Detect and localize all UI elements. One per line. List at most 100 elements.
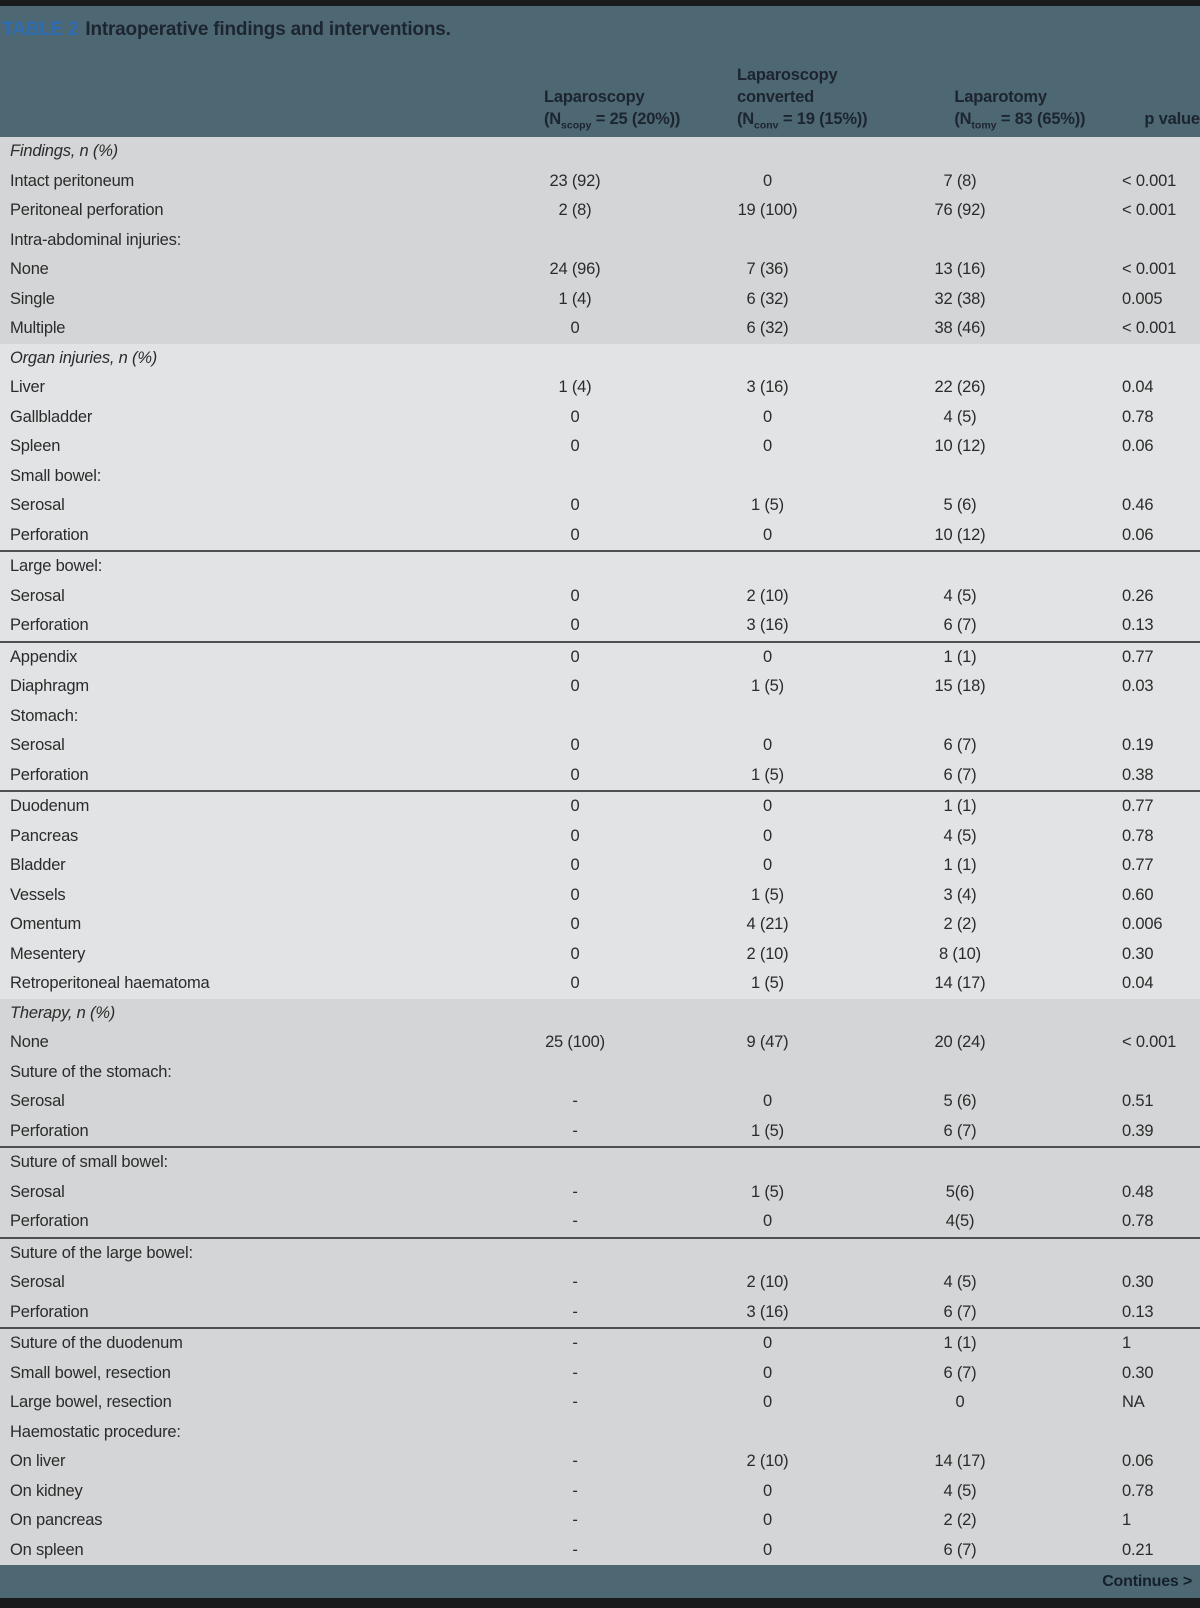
- cell-laparoscopy: 1 (4): [558, 378, 592, 397]
- row-label: Serosal: [10, 586, 65, 605]
- column-header-laparoscopy: Laparoscopy (Nscopy = 25 (20%)): [460, 86, 690, 131]
- cell-p-value: 0.03: [1122, 677, 1154, 696]
- cell-p-value: 0.26: [1122, 586, 1154, 605]
- cell-laparoscopy: -: [572, 1393, 578, 1412]
- cell-laparoscopy: 0: [570, 915, 580, 934]
- cell-laparoscopy: 0: [570, 797, 580, 816]
- table-row: Perforation - 1 (5) 6 (7) 0.39: [0, 1116, 1200, 1146]
- table-row: Single 1 (4) 6 (32) 32 (38) 0.005: [0, 284, 1200, 314]
- row-divider: [0, 1146, 1200, 1148]
- cell-laparoscopy-converted: 1 (5): [751, 677, 784, 696]
- row-label: None: [10, 260, 49, 279]
- cell-laparotomy: 4 (5): [943, 1481, 977, 1500]
- cell-p-value: 0.78: [1122, 1481, 1154, 1500]
- row-label: On pancreas: [10, 1511, 103, 1530]
- cell-p-value: 0.60: [1122, 885, 1154, 904]
- cell-laparotomy: 8 (10): [939, 944, 981, 963]
- row-label: Serosal: [10, 1182, 65, 1201]
- row-label: Spleen: [10, 437, 61, 456]
- cell-laparotomy: 5(6): [945, 1182, 975, 1201]
- table-row: None 25 (100) 9 (47) 20 (24) < 0.001: [0, 1028, 1200, 1058]
- row-label: Perforation: [10, 1121, 89, 1140]
- cell-p-value: 0.005: [1122, 289, 1163, 308]
- row-label: Intra-abdominal injuries:: [10, 230, 182, 249]
- row-label: On liver: [10, 1452, 66, 1471]
- cell-p-value: 0.38: [1122, 765, 1154, 784]
- cell-p-value: < 0.001: [1122, 201, 1177, 220]
- cell-laparoscopy: -: [572, 1334, 578, 1353]
- table-row: Duodenum 0 0 1 (1) 0.77: [0, 792, 1200, 822]
- cell-laparotomy: 22 (26): [934, 378, 986, 397]
- cell-laparoscopy-converted: 1 (5): [751, 496, 784, 515]
- row-label: Perforation: [10, 1212, 89, 1231]
- cell-laparoscopy: 0: [570, 974, 580, 993]
- row-label: Gallbladder: [10, 407, 93, 426]
- cell-p-value: NA: [1122, 1393, 1145, 1412]
- table-row: Perforation - 3 (16) 6 (7) 0.13: [0, 1297, 1200, 1327]
- row-label: On kidney: [10, 1481, 83, 1500]
- cell-laparoscopy: 0: [570, 856, 580, 875]
- row-label: Serosal: [10, 736, 65, 755]
- cell-p-value: 0.77: [1122, 797, 1154, 816]
- cell-laparotomy: 4(5): [945, 1212, 975, 1231]
- row-label: Intact peritoneum: [10, 171, 135, 190]
- cell-laparoscopy: -: [572, 1363, 578, 1382]
- cell-p-value: 0.77: [1122, 647, 1154, 666]
- cell-laparoscopy-converted: 9 (47): [746, 1033, 789, 1052]
- row-label: Bladder: [10, 856, 66, 875]
- column-header-line: p value: [1144, 110, 1200, 128]
- column-header-row: Laparoscopy (Nscopy = 25 (20%)) Laparosc…: [0, 64, 1200, 132]
- table-header-band: TABLE 2 Intraoperative findings and inter…: [0, 6, 1200, 137]
- table-row: Serosal - 2 (10) 4 (5) 0.30: [0, 1268, 1200, 1298]
- table-row: Small bowel, resection - 0 6 (7) 0.30: [0, 1358, 1200, 1388]
- cell-p-value: 0.51: [1122, 1092, 1154, 1111]
- column-header-n-line: (Ntomy = 83 (65%)): [954, 110, 1086, 132]
- column-header-laparotomy: Laparotomy (Ntomy = 83 (65%)): [867, 86, 1097, 132]
- cell-laparoscopy-converted: 1 (5): [751, 974, 784, 993]
- cell-laparotomy: 20 (24): [934, 1033, 986, 1052]
- cell-laparoscopy-converted: 1 (5): [751, 885, 784, 904]
- row-label: Serosal: [10, 496, 65, 515]
- cell-laparotomy: 76 (92): [934, 201, 986, 220]
- row-label: Therapy, n (%): [10, 1003, 116, 1022]
- cell-laparotomy: 1 (1): [943, 856, 977, 875]
- row-label: Organ injuries, n (%): [10, 348, 158, 367]
- row-label: None: [10, 1033, 49, 1052]
- row-label: Multiple: [10, 319, 66, 338]
- column-header-p-value: p value: [1097, 108, 1200, 130]
- table-row: Perforation 0 0 10 (12) 0.06: [0, 520, 1200, 550]
- table-row: Bladder 0 0 1 (1) 0.77: [0, 851, 1200, 881]
- table-row: On pancreas - 0 2 (2) 1: [0, 1506, 1200, 1536]
- top-border-strip: [0, 0, 1200, 6]
- row-label: Suture of small bowel:: [10, 1153, 168, 1172]
- cell-laparotomy: 10 (12): [934, 525, 986, 544]
- table-row: Serosal 0 1 (5) 5 (6) 0.46: [0, 491, 1200, 521]
- cell-laparotomy: 4 (5): [943, 586, 977, 605]
- cell-p-value: 0.006: [1122, 915, 1163, 934]
- cell-p-value: < 0.001: [1122, 260, 1177, 279]
- cell-laparotomy: 4 (5): [943, 826, 977, 845]
- cell-p-value: < 0.001: [1122, 1033, 1177, 1052]
- cell-laparotomy: 10 (12): [934, 437, 986, 456]
- cell-laparoscopy-converted: 0: [763, 437, 772, 456]
- row-label: Serosal: [10, 1092, 65, 1111]
- cell-laparoscopy: -: [572, 1302, 578, 1321]
- cell-laparoscopy-converted: 0: [763, 797, 772, 816]
- row-divider: [0, 640, 1200, 643]
- cell-laparoscopy-converted: 0: [763, 1363, 772, 1382]
- row-label: Suture of the stomach:: [10, 1062, 172, 1081]
- cell-laparoscopy: 1 (4): [558, 289, 592, 308]
- subsection-row: Stomach:: [0, 701, 1200, 731]
- cell-laparotomy: 5 (6): [943, 496, 977, 515]
- cell-laparoscopy-converted: 3 (16): [746, 378, 789, 397]
- column-header-line: Laparoscopy: [737, 66, 838, 84]
- cell-laparoscopy: 0: [570, 647, 580, 666]
- cell-laparotomy: 0: [955, 1393, 965, 1412]
- cell-laparotomy: 14 (17): [934, 974, 986, 993]
- row-label: Small bowel, resection: [10, 1363, 171, 1382]
- column-header-n-line: (Nconv = 19 (15%)): [737, 110, 868, 132]
- cell-laparoscopy-converted: 0: [763, 1481, 772, 1500]
- cell-laparoscopy-converted: 0: [763, 736, 772, 755]
- cell-laparoscopy: 0: [570, 944, 580, 963]
- cell-laparoscopy: 24 (96): [549, 260, 601, 279]
